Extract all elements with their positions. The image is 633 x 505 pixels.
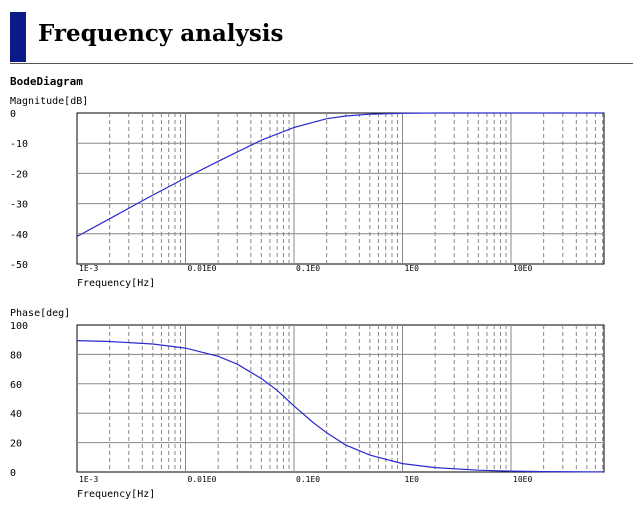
page-title: Frequency analysis bbox=[38, 20, 284, 47]
magnitude-curve bbox=[76, 112, 603, 238]
phase-curve bbox=[76, 340, 603, 473]
section-title: BodeDiagram bbox=[10, 75, 83, 88]
y-tick-label: -40 bbox=[10, 230, 28, 241]
y-tick-label: 80 bbox=[10, 350, 22, 361]
y-tick-label: -10 bbox=[10, 139, 28, 150]
y-tick-label: -20 bbox=[10, 169, 28, 180]
y-tick-label: -50 bbox=[10, 260, 28, 271]
y-tick-label: -30 bbox=[10, 200, 28, 211]
y-tick-label: 60 bbox=[10, 380, 22, 391]
header-accent-bar bbox=[10, 12, 26, 62]
chart-panel-1: 0 -10 -20 -30 -40 -50 1E-3 0.01E0 0.1E0 1E0 10E0 Ma… bbox=[10, 96, 605, 289]
x-tick-label: 10E0 bbox=[513, 475, 532, 484]
x-tick-label: 1E-3 bbox=[79, 475, 98, 484]
x-tick-label: 1E-3 bbox=[79, 264, 98, 273]
y-tick-label: 0 bbox=[10, 468, 16, 479]
x-axis-label: Frequency[Hz] bbox=[77, 489, 155, 500]
x-tick-label: 1E0 bbox=[405, 264, 420, 273]
y-tick-label: 40 bbox=[10, 409, 22, 420]
x-tick-label: 0.01E0 bbox=[188, 264, 217, 273]
x-tick-label: 0.1E0 bbox=[296, 475, 320, 484]
x-tick-label: 0.1E0 bbox=[296, 264, 320, 273]
x-axis-label: Frequency[Hz] bbox=[77, 278, 155, 289]
y-tick-label: 100 bbox=[10, 321, 28, 332]
y-tick-label: 0 bbox=[10, 109, 16, 120]
y-axis-label: Phase[deg] bbox=[10, 308, 70, 319]
plot-frame bbox=[76, 112, 605, 265]
page-header: Frequency analysis bbox=[0, 0, 633, 66]
header-divider bbox=[10, 63, 633, 64]
plot-frame bbox=[76, 324, 605, 473]
y-tick-label: 20 bbox=[10, 439, 22, 450]
x-tick-label: 0.01E0 bbox=[188, 475, 217, 484]
y-axis-label: Magnitude[dB] bbox=[10, 96, 88, 107]
x-tick-label: 10E0 bbox=[513, 264, 532, 273]
x-tick-label: 1E0 bbox=[405, 475, 420, 484]
chart-panel-2: 100 80 60 40 20 0 1E-3 0.01E0 0.1E0 1E0 10E0 Phase[… bbox=[10, 308, 605, 500]
